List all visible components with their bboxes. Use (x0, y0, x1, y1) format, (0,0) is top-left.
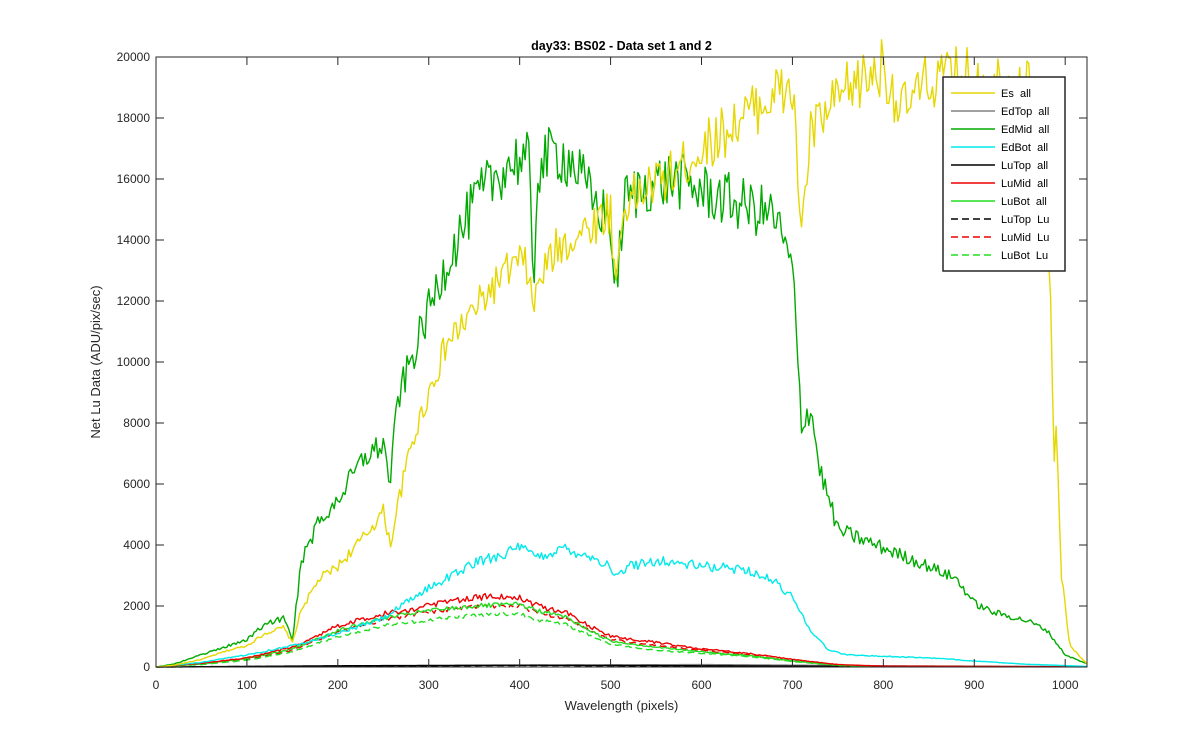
legend: Es all EdTop all EdMid all EdBot all LuTop a… (942, 76, 1066, 272)
legend-label: LuTop all (1001, 160, 1048, 172)
series-line-edmid-all (155, 126, 1088, 668)
plot-area (156, 57, 1087, 667)
y-tick-label: 14000 (117, 233, 151, 247)
y-tick-label: 4000 (123, 538, 150, 552)
series-line-lumid-all (155, 592, 1088, 668)
x-tick-label: 300 (419, 678, 439, 692)
x-tick-label: 500 (601, 678, 621, 692)
x-tick-label: 800 (873, 678, 893, 692)
y-tick-label: 18000 (117, 111, 151, 125)
x-tick-label: 1000 (1052, 678, 1079, 692)
x-tick-label: 200 (328, 678, 348, 692)
x-tick-label: 600 (691, 678, 711, 692)
y-axis-title: Net Lu Data (ADU/pix/sec) (88, 285, 103, 438)
y-tick-label: 10000 (117, 355, 151, 369)
series-line-edbot-all (155, 542, 1088, 668)
legend-label: EdMid all (1001, 124, 1049, 136)
legend-box (942, 76, 1066, 272)
legend-label: LuMid all (1001, 178, 1048, 190)
x-tick-label: 900 (964, 678, 984, 692)
x-tick-label: 0 (153, 678, 160, 692)
series-layer (155, 39, 1088, 668)
series-line-es-all (155, 39, 1088, 668)
axes-layer: 0 100 200 300 400 500 600 700 800 900 100002000400… (117, 50, 1088, 692)
legend-label: LuBot Lu (1001, 250, 1048, 262)
y-tick-label: 16000 (117, 172, 151, 186)
y-tick-label: 20000 (117, 50, 151, 64)
y-tick-label: 2000 (123, 599, 150, 613)
x-tick-label: 700 (782, 678, 802, 692)
x-tick-label: 400 (510, 678, 530, 692)
y-tick-label: 8000 (123, 416, 150, 430)
y-tick-label: 0 (143, 660, 150, 674)
legend-label: LuMid Lu (1001, 232, 1049, 244)
legend-label: LuBot all (1001, 196, 1047, 208)
y-tick-label: 12000 (117, 294, 151, 308)
y-tick-label: 6000 (123, 477, 150, 491)
legend-label: EdTop all (1001, 106, 1049, 118)
chart-title: day33: BS02 - Data set 1 and 2 (531, 39, 712, 53)
x-tick-label: 100 (237, 678, 257, 692)
legend-label: Es all (1001, 88, 1031, 100)
x-axis-title: Wavelength (pixels) (565, 698, 679, 713)
legend-label: LuTop Lu (1001, 214, 1049, 226)
legend-label: EdBot all (1001, 142, 1048, 154)
